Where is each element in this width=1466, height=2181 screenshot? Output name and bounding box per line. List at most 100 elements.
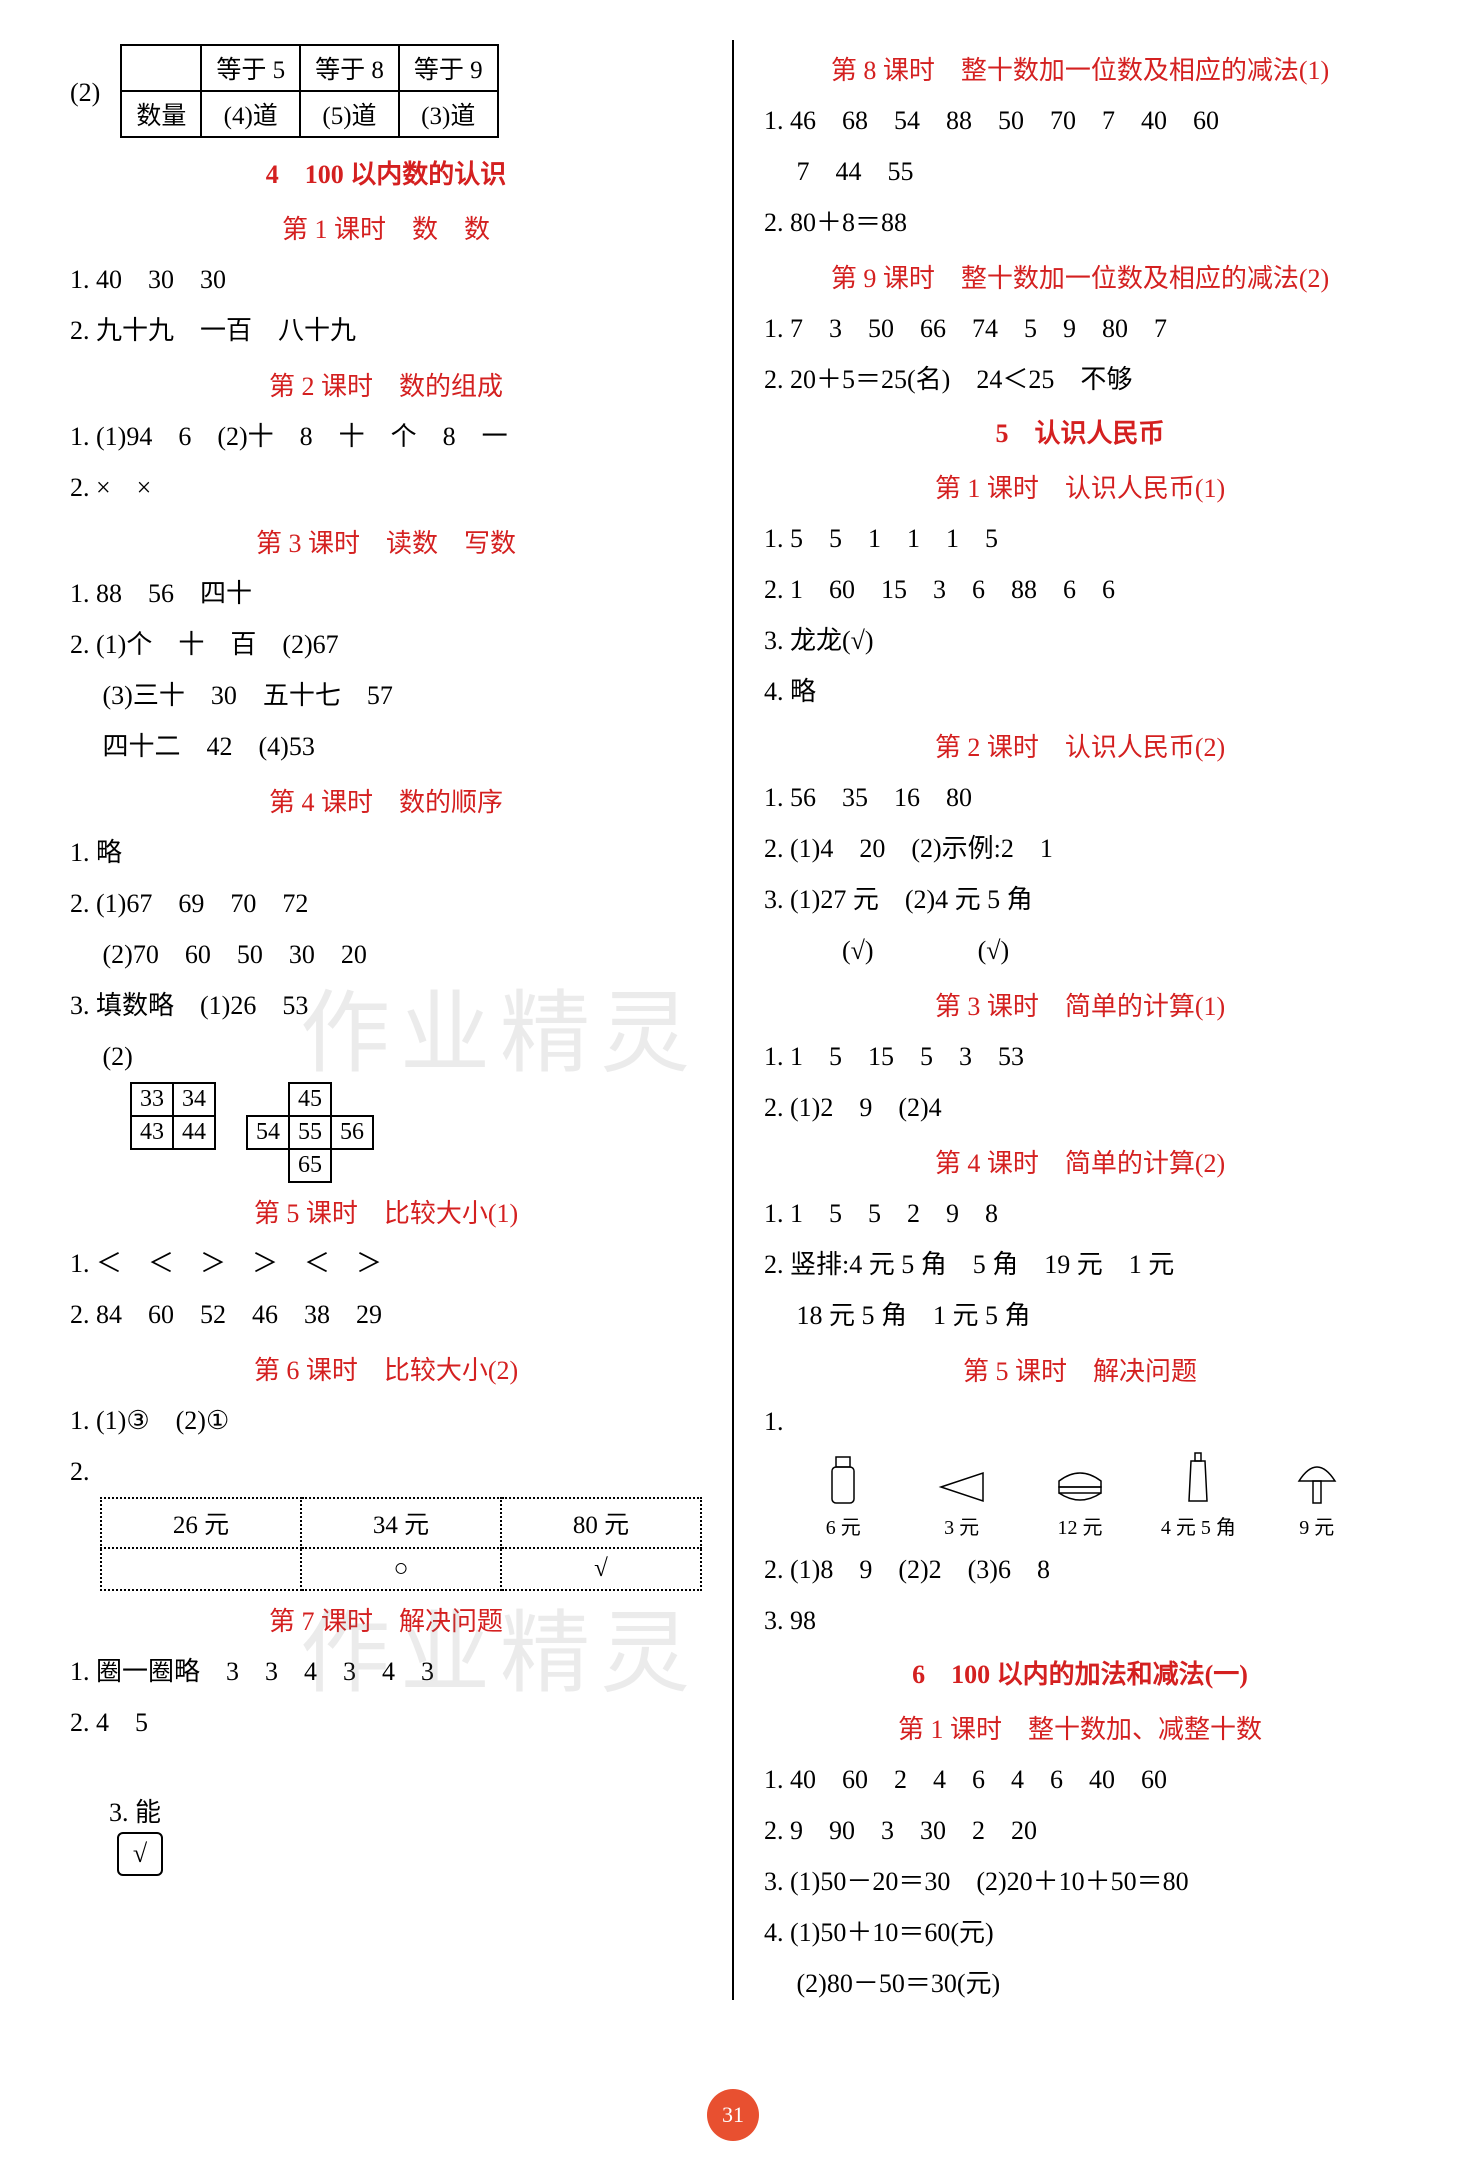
cell: (5)道 bbox=[300, 91, 399, 137]
q3-label: 3. 能 bbox=[109, 1798, 161, 1827]
cell: 56 bbox=[331, 1116, 373, 1149]
grid-a: 3334 4344 bbox=[130, 1082, 216, 1150]
answer-line: 4. 略 bbox=[764, 672, 1396, 711]
answer-line: 2. (1)2 9 (2)4 bbox=[764, 1088, 1396, 1127]
q3-can-row: 3. 能 √ bbox=[70, 1754, 702, 1915]
lesson-5-3-title: 第 3 课时 简单的计算(1) bbox=[764, 986, 1396, 1023]
answer-line: 2. 84 60 52 46 38 29 bbox=[70, 1295, 702, 1334]
answer-line: 3. 98 bbox=[764, 1601, 1396, 1640]
left-column: (2) 等于 5 等于 8 等于 9 数量 (4)道 (5)道 (3)道 4 1… bbox=[70, 40, 732, 2000]
cell: ○ bbox=[301, 1548, 501, 1590]
answer-line: 2. 20＋5＝25(名) 24＜25 不够 bbox=[764, 360, 1396, 399]
bottle-icon bbox=[826, 1453, 860, 1507]
answer-line: 2. 1 60 15 3 6 88 6 6 bbox=[764, 570, 1396, 609]
cone-icon bbox=[937, 1467, 987, 1507]
cell-empty bbox=[331, 1083, 373, 1116]
answer-line: 3. 龙龙(√) bbox=[764, 621, 1396, 660]
answer-line: 2. 9 90 3 30 2 20 bbox=[764, 1811, 1396, 1850]
two-column-layout: (2) 等于 5 等于 8 等于 9 数量 (4)道 (5)道 (3)道 4 1… bbox=[70, 40, 1396, 2000]
answer-line: 1. 5 5 1 1 1 5 bbox=[764, 519, 1396, 558]
cell: 44 bbox=[173, 1116, 215, 1149]
mushroom-icon bbox=[1295, 1457, 1339, 1507]
cell: 54 bbox=[247, 1116, 289, 1149]
cell: 80 元 bbox=[501, 1498, 701, 1548]
item-burger: 12 元 bbox=[1035, 1463, 1125, 1540]
cell: 65 bbox=[289, 1149, 331, 1182]
item-soda: 4 元 5 角 bbox=[1153, 1451, 1243, 1540]
answer-line: 3. 填数略 (1)26 53 bbox=[70, 986, 702, 1025]
price-table: 26 元 34 元 80 元 ○ √ bbox=[100, 1497, 702, 1591]
lesson-9-title: 第 9 课时 整十数加一位数及相应的减法(2) bbox=[764, 258, 1396, 295]
cell: 43 bbox=[131, 1116, 173, 1149]
answer-line: 3. (1)27 元 (2)4 元 5 角 bbox=[764, 880, 1396, 919]
cell: 26 元 bbox=[101, 1498, 301, 1548]
answer-line: 1. 40 30 30 bbox=[70, 260, 702, 299]
cell-empty bbox=[331, 1149, 373, 1182]
section-4-title: 4 100 以内数的认识 bbox=[70, 154, 702, 191]
section-6-title: 6 100 以内的加法和减法(一) bbox=[764, 1654, 1396, 1691]
lesson-5-title: 第 5 课时 比较大小(1) bbox=[70, 1193, 702, 1230]
answer-line: 1. 圈一圈略 3 3 4 3 4 3 bbox=[70, 1652, 702, 1691]
cell: 33 bbox=[131, 1083, 173, 1116]
item-mushroom: 9 元 bbox=[1272, 1457, 1362, 1540]
cell-empty bbox=[247, 1083, 289, 1116]
item-price: 4 元 5 角 bbox=[1161, 1517, 1236, 1539]
cell: √ bbox=[501, 1548, 701, 1590]
cell: 等于 5 bbox=[201, 45, 300, 91]
lesson-5-2-title: 第 2 课时 认识人民币(2) bbox=[764, 727, 1396, 764]
item-bottle: 6 元 bbox=[798, 1453, 888, 1540]
cell-empty bbox=[247, 1149, 289, 1182]
answer-line: 1. 40 60 2 4 6 4 6 40 60 bbox=[764, 1760, 1396, 1799]
answer-line: 1. 7 3 50 66 74 5 9 80 7 bbox=[764, 309, 1396, 348]
lesson-6-1-title: 第 1 课时 整十数加、减整十数 bbox=[764, 1709, 1396, 1746]
items-row: 6 元 3 元 12 元 4 元 5 角 9 元 bbox=[784, 1451, 1376, 1540]
cell: (4)道 bbox=[201, 91, 300, 137]
cell: (3)道 bbox=[399, 91, 498, 137]
answer-line: 1. 88 56 四十 bbox=[70, 574, 702, 613]
right-column: 第 8 课时 整十数加一位数及相应的减法(1) 1. 46 68 54 88 5… bbox=[734, 40, 1396, 2000]
answer-line: (√) (√) bbox=[764, 931, 1396, 970]
answer-line: 1. (1)③ (2)① bbox=[70, 1401, 702, 1440]
item-price: 6 元 bbox=[826, 1517, 861, 1539]
section-5-title: 5 认识人民币 bbox=[764, 413, 1396, 450]
answer-line: 四十二 42 (4)53 bbox=[70, 727, 702, 766]
answer-line: 1. (1)94 6 (2)十 8 十 个 8 一 bbox=[70, 417, 702, 456]
cell bbox=[121, 45, 201, 91]
item-price: 3 元 bbox=[944, 1517, 979, 1539]
answer-line: 1. bbox=[764, 1402, 1396, 1441]
cell bbox=[101, 1548, 301, 1590]
lesson-5-5-title: 第 5 课时 解决问题 bbox=[764, 1351, 1396, 1388]
lesson-7-title: 第 7 课时 解决问题 bbox=[70, 1601, 702, 1638]
soda-icon bbox=[1183, 1451, 1213, 1507]
page-number-badge: 31 bbox=[707, 2089, 759, 2141]
answer-line: 2. 80＋8＝88 bbox=[764, 203, 1396, 242]
answer-line: 2. × × bbox=[70, 468, 702, 507]
grid-b: 45 545556 65 bbox=[246, 1082, 374, 1183]
answer-line: (2)70 60 50 30 20 bbox=[70, 935, 702, 974]
answer-line: 1. 56 35 16 80 bbox=[764, 778, 1396, 817]
answer-line: 2. (1)个 十 百 (2)67 bbox=[70, 625, 702, 664]
answer-line: 2. 4 5 bbox=[70, 1703, 702, 1742]
item-price: 12 元 bbox=[1057, 1517, 1102, 1539]
lesson-5-1-title: 第 1 课时 认识人民币(1) bbox=[764, 468, 1396, 505]
answer-line: 18 元 5 角 1 元 5 角 bbox=[764, 1296, 1396, 1335]
answer-line: (2)80－50＝30(元) bbox=[764, 1964, 1396, 2003]
answer-line: 2. 九十九 一百 八十九 bbox=[70, 311, 702, 350]
lesson-8-title: 第 8 课时 整十数加一位数及相应的减法(1) bbox=[764, 50, 1396, 87]
answer-line: 7 44 55 bbox=[764, 152, 1396, 191]
answer-line: 4. (1)50＋10＝60(元) bbox=[764, 1913, 1396, 1952]
checkbox-checked: √ bbox=[117, 1832, 163, 1876]
cell: 45 bbox=[289, 1083, 331, 1116]
cell: 数量 bbox=[121, 91, 201, 137]
answer-line: 1. 略 bbox=[70, 833, 702, 872]
item-cone: 3 元 bbox=[917, 1467, 1007, 1540]
q2-row: (2) 等于 5 等于 8 等于 9 数量 (4)道 (5)道 (3)道 bbox=[70, 40, 702, 146]
answer-line: 1. 1 5 15 5 3 53 bbox=[764, 1037, 1396, 1076]
number-grids-row: 3334 4344 45 545556 65 bbox=[130, 1082, 702, 1183]
lesson-4-title: 第 4 课时 数的顺序 bbox=[70, 782, 702, 819]
cell: 55 bbox=[289, 1116, 331, 1149]
lesson-2-title: 第 2 课时 数的组成 bbox=[70, 366, 702, 403]
cell: 34 元 bbox=[301, 1498, 501, 1548]
answer-line: 2. (1)67 69 70 72 bbox=[70, 884, 702, 923]
lesson-3-title: 第 3 课时 读数 写数 bbox=[70, 523, 702, 560]
